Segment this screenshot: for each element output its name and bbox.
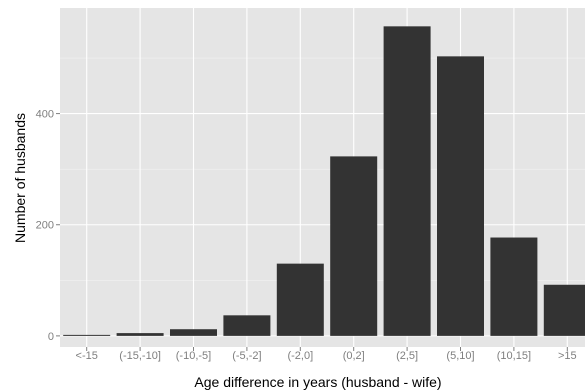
y-tick-label: 400 — [36, 109, 54, 121]
x-tick-label: (-15,-10] — [119, 350, 161, 362]
x-tick-label: (0,2] — [343, 350, 365, 362]
bar — [223, 315, 271, 336]
x-tick-label: (5,10] — [446, 350, 474, 362]
y-tick-label: 0 — [48, 331, 54, 343]
x-tick-label: (-5,-2] — [232, 350, 261, 362]
y-tick-label: 200 — [36, 220, 54, 232]
x-axis: <-15 (-15,-10] (-10,-5] (-5,-2] (-2,0] (0,2] (… — [76, 347, 577, 362]
x-axis-title: Age difference in years (husband - wife) — [194, 374, 441, 390]
x-tick-label: (-2,0] — [287, 350, 313, 362]
bars — [63, 26, 585, 336]
bar — [276, 263, 324, 336]
x-tick-label: >15 — [558, 350, 577, 362]
x-tick-label: (10,15] — [497, 350, 531, 362]
bar — [116, 333, 164, 336]
bar — [170, 329, 217, 336]
bar — [330, 156, 378, 336]
x-tick-label: (-10,-5] — [176, 350, 211, 362]
bar — [543, 284, 585, 336]
bar — [63, 334, 111, 336]
y-axis: 0 200 400 — [36, 109, 60, 343]
x-tick-label: (2,5] — [396, 350, 418, 362]
x-tick-label: <-15 — [76, 350, 98, 362]
bar — [490, 237, 538, 336]
bar — [383, 26, 431, 336]
bar — [437, 56, 484, 336]
y-axis-title: Number of husbands — [12, 113, 28, 243]
